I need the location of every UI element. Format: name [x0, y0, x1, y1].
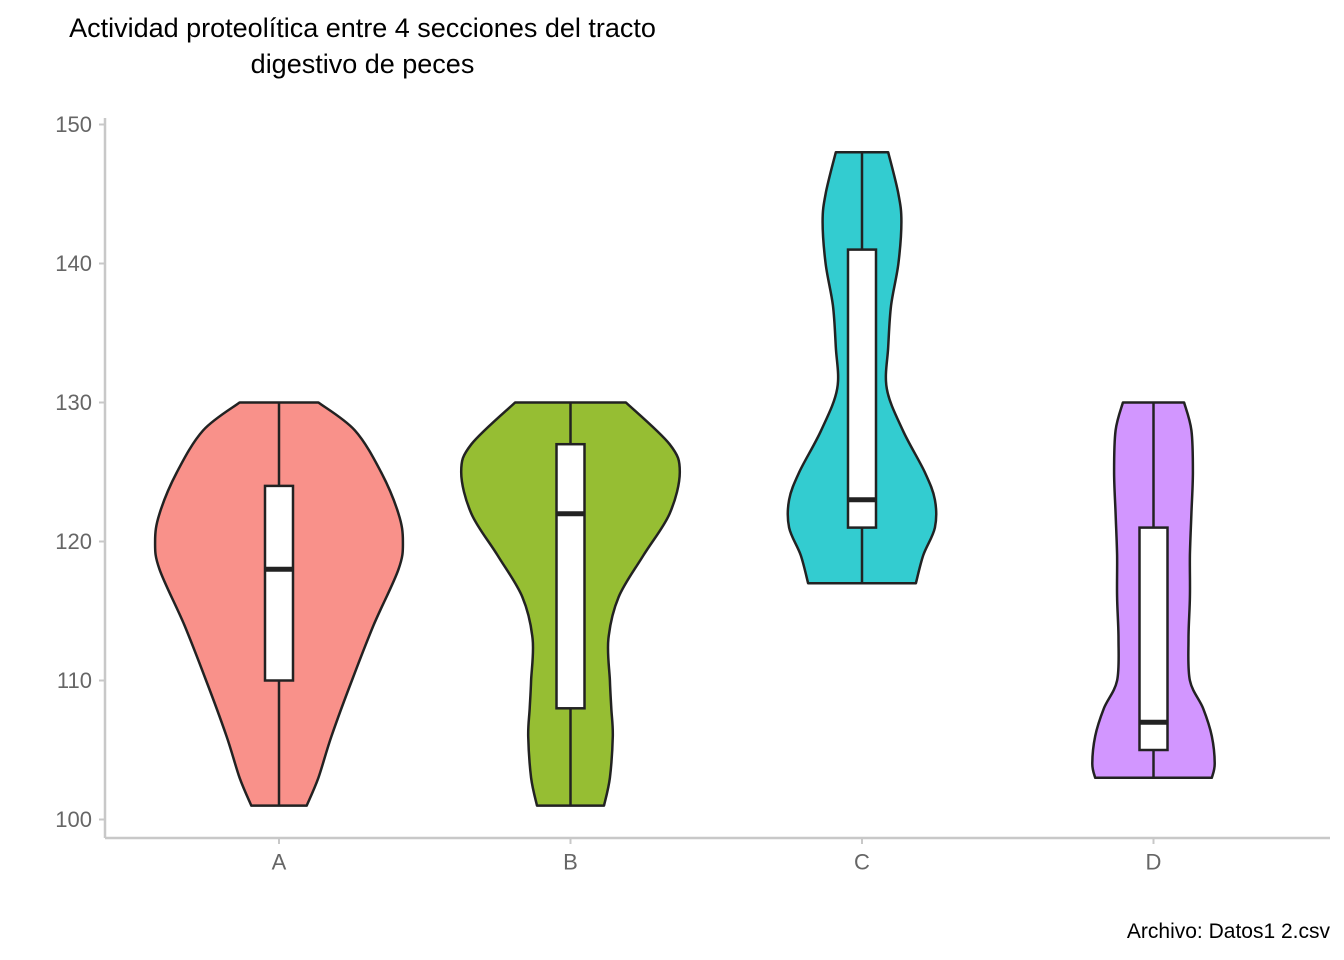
box-b: [555, 442, 586, 710]
y-tick-label-100: 100: [55, 807, 92, 832]
y-tick-label-110: 110: [57, 668, 92, 693]
x-tick-label-c: C: [854, 850, 870, 875]
caption: Archivo: Datos1 2.csv: [1126, 920, 1330, 943]
y-ticks: 100 110 120 130 140 150: [55, 112, 105, 832]
y-tick-label-150: 150: [55, 112, 92, 137]
box-a: [263, 484, 295, 682]
x-tick-label-d: D: [1146, 850, 1162, 875]
chart-title: Actividad proteolítica entre 4 secciones…: [69, 13, 656, 79]
y-tick-label-140: 140: [55, 251, 92, 276]
y-tick-label-120: 120: [55, 529, 92, 554]
x-tick-label-b: B: [563, 850, 578, 875]
y-tick-label-130: 130: [55, 390, 92, 415]
box-d: [1138, 526, 1169, 752]
x-ticks: A B C D: [272, 838, 1162, 875]
box-c: [846, 248, 878, 529]
boxes-layer: [263, 152, 1169, 806]
violins-layer: [153, 151, 1216, 807]
x-tick-label-a: A: [272, 850, 287, 875]
axes-layer: [103, 118, 1330, 840]
